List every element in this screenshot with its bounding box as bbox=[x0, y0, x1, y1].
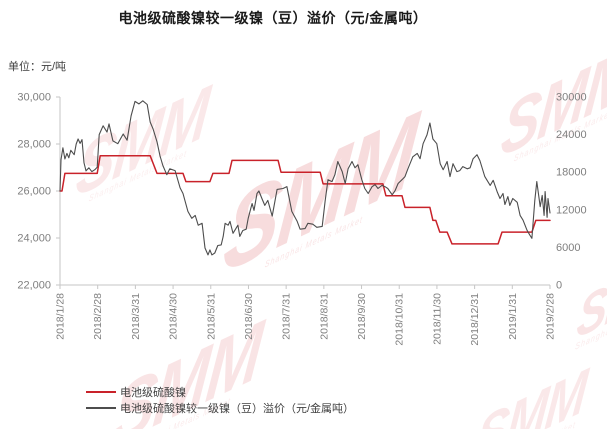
x-tick-label: 2019/2/28 bbox=[545, 293, 557, 340]
x-tick-label: 2018/8/31 bbox=[318, 293, 330, 340]
legend-item-nickel-sulfate: 电池级硫酸镍 bbox=[86, 384, 354, 400]
smm-watermark-text: SMM bbox=[217, 89, 422, 298]
smm-watermark-text: SMM bbox=[573, 239, 607, 352]
y-right-tick-label: 0 bbox=[556, 280, 562, 292]
y-right-tick-label: 30000 bbox=[556, 92, 587, 104]
x-tick-label: 2018/2/28 bbox=[92, 293, 104, 340]
y-axis-unit-label: 单位：元/吨 bbox=[8, 61, 67, 73]
smm-watermark: SMM Shanghai Metals Market bbox=[217, 89, 422, 298]
y-left-tick-label: 30,000 bbox=[17, 92, 51, 104]
smm-watermark: SMM Shanghai Metals Market bbox=[573, 239, 607, 352]
x-tick-label: 2018/7/31 bbox=[281, 293, 293, 340]
smm-watermark: SMM Shanghai Metals Market bbox=[72, 68, 213, 214]
smm-watermark-subtext: Shanghai Metals Market bbox=[574, 295, 607, 352]
smm-watermark-text: SMM bbox=[471, 355, 590, 429]
y-left-tick-label: 28,000 bbox=[17, 139, 51, 151]
x-tick-label: 2018/11/30 bbox=[431, 293, 443, 345]
y-right-tick-label: 18000 bbox=[556, 167, 587, 179]
legend-swatch-red-line bbox=[86, 391, 116, 393]
legend-item-premium: 电池级硫酸镍较一级镍（豆）溢价（元/金属吨） bbox=[86, 400, 354, 416]
axis-lines bbox=[59, 97, 550, 286]
y-left-tick-label: 22,000 bbox=[17, 280, 51, 292]
y-left-tick-label: 26,000 bbox=[17, 186, 51, 198]
smm-watermark-subtext: Shanghai Metals Market bbox=[264, 214, 364, 271]
smm-watermark: SMM Shanghai Metals Market bbox=[497, 28, 607, 174]
x-tick-label: 2018/10/31 bbox=[394, 293, 406, 346]
x-tick-label: 2018/4/30 bbox=[168, 293, 180, 340]
y-right-tick-label: 24000 bbox=[556, 129, 587, 141]
x-tick-label: 2018/5/31 bbox=[205, 293, 217, 340]
legend-swatch-gray-line bbox=[86, 407, 116, 409]
y-left-tick-label: 24,000 bbox=[17, 233, 51, 245]
series-premium-line bbox=[59, 100, 551, 256]
x-tick-label: 2018/12/31 bbox=[469, 293, 481, 346]
smm-watermark-subtext: Shanghai Metals Market bbox=[472, 419, 582, 429]
legend: 电池级硫酸镍 电池级硫酸镍较一级镍（豆）溢价（元/金属吨） bbox=[86, 384, 354, 416]
smm-watermark-subtext: Shanghai Metals Market bbox=[88, 148, 188, 205]
x-tick-label: 2018/1/28 bbox=[55, 293, 67, 340]
x-tick-label: 2018/9/30 bbox=[356, 293, 368, 340]
smm-watermark-text: SMM bbox=[72, 68, 213, 214]
x-tick-label: 2018/6/30 bbox=[243, 293, 255, 340]
legend-label-premium: 电池级硫酸镍较一级镍（豆）溢价（元/金属吨） bbox=[120, 403, 355, 415]
smm-watermark-subtext: Shanghai Metals Market bbox=[513, 108, 607, 165]
y-right-tick-label: 12000 bbox=[556, 204, 587, 216]
series-nickel-sulfate-price-line bbox=[59, 155, 551, 245]
legend-label-nickel-sulfate: 电池级硫酸镍 bbox=[120, 387, 186, 399]
x-tick-label: 2019/1/31 bbox=[507, 293, 519, 340]
smm-watermark-text: SMM bbox=[497, 28, 607, 174]
chart-title: 电池级硫酸镍较一级镍（豆）溢价（元/金属吨） bbox=[118, 10, 428, 26]
y-right-tick-label: 6000 bbox=[556, 242, 580, 254]
x-tick-label: 2018/3/31 bbox=[130, 293, 142, 340]
smm-watermark: SMM Shanghai Metals Market bbox=[471, 355, 590, 429]
